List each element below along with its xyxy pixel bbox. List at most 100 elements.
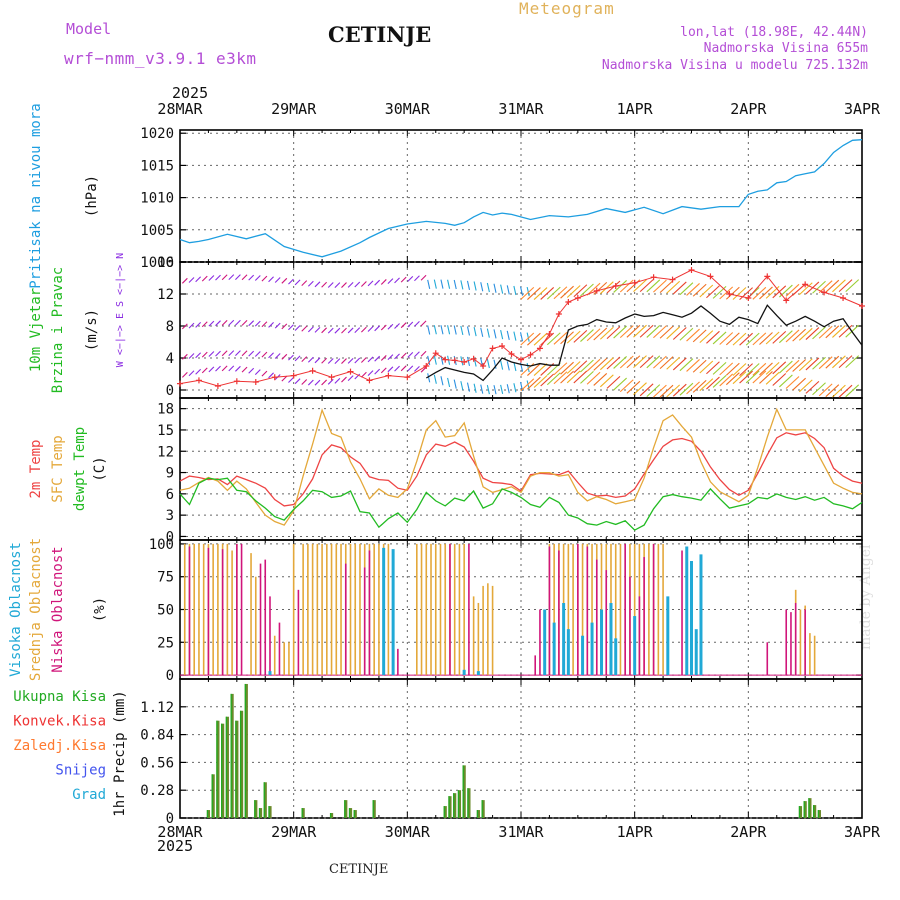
wind-arrow — [327, 378, 334, 385]
wind-arrow — [519, 332, 524, 342]
wind-gust-point — [707, 273, 714, 280]
wind-arrow — [832, 384, 846, 398]
wind-arrow — [347, 357, 354, 364]
wind-arrow — [580, 329, 594, 342]
wind-arrow — [387, 366, 394, 373]
wind-arrow — [181, 323, 188, 330]
x-axis-top-label: 28MAR — [157, 100, 203, 118]
wind-arrow — [792, 328, 807, 342]
precip-bar — [344, 800, 348, 818]
x-axis-top-label: 1APR — [617, 100, 654, 118]
wind-arrow — [500, 284, 504, 294]
temperature-ylabel: (C) — [92, 456, 108, 481]
wind-arrow — [361, 357, 367, 363]
precip-bar — [372, 800, 376, 818]
wind-arrow — [387, 278, 394, 285]
wind-arrow — [798, 282, 813, 296]
wind-arrow — [347, 375, 354, 381]
wind-gust-point — [726, 291, 733, 297]
wind-arrow — [433, 374, 437, 384]
wind-arrow — [420, 274, 427, 281]
wind-arrow — [666, 326, 681, 340]
wind-arrow — [268, 276, 274, 283]
wind-arrow — [354, 327, 361, 333]
wind-arrow — [586, 371, 601, 385]
wind-arrow — [473, 326, 477, 337]
precip-bar-highlight — [235, 720, 237, 818]
wind-arrow — [493, 385, 497, 395]
wind-arrow — [699, 330, 714, 344]
wind-arrow — [354, 373, 361, 380]
wind-arrow — [812, 356, 826, 370]
wind-arrow — [546, 372, 561, 386]
wind-gust-point — [499, 343, 506, 349]
wind-gust-point — [802, 281, 809, 288]
wind-arrow — [181, 277, 188, 284]
wind-arrow — [241, 350, 248, 357]
wind-arrow — [374, 368, 381, 375]
wind-arrow — [659, 356, 674, 370]
wind-arrow — [294, 279, 301, 286]
wind-gust-point — [518, 356, 524, 363]
precip-legend-3: Snijeg — [55, 763, 106, 779]
wind-arrow — [586, 358, 601, 372]
wind-arrow — [294, 355, 301, 362]
precip-ytick-label: 1.12 — [140, 700, 174, 716]
wind-arrow — [307, 326, 314, 333]
cloud-ylabel: Visoka Oblacnost — [8, 542, 24, 677]
wind-arrow — [221, 274, 228, 281]
wind-arrow — [672, 327, 687, 340]
precip-bar-highlight — [301, 808, 303, 818]
wind-arrow — [560, 370, 574, 384]
wind-arrow — [486, 384, 490, 395]
temperature-ylabel: SFC Temp — [50, 435, 66, 502]
wind-arrow — [725, 362, 740, 376]
wind-arrow — [712, 375, 727, 388]
x-axis-top-label: 3APR — [844, 100, 881, 118]
wind-arrow — [818, 280, 833, 294]
wind-gust-point — [366, 377, 373, 384]
wind-arrow — [215, 274, 221, 281]
wind-gust-point — [546, 331, 553, 337]
wind-arrow — [785, 283, 800, 297]
wind-arrow — [785, 359, 800, 373]
precip-bar-highlight — [481, 800, 483, 818]
wind-arrow — [812, 382, 826, 396]
x-axis-top-label: 31MAR — [498, 100, 544, 118]
station-title: CETINJE — [328, 22, 432, 47]
pressure-ytick-label: 1000 — [140, 255, 174, 271]
wind-arrow — [268, 352, 274, 359]
x-axis-bottom-label: 1APR — [617, 823, 654, 841]
wind-arrow — [314, 281, 321, 288]
cloud-ylabel: Srednja Oblacnost — [28, 538, 44, 681]
wind-arrow — [679, 282, 694, 296]
wind-arrow — [281, 375, 288, 382]
wind-arrow — [228, 350, 235, 357]
precip-bar — [443, 806, 447, 818]
wind-arrow — [254, 351, 261, 357]
wind-arrow — [493, 329, 497, 339]
wind-arrow — [500, 330, 504, 340]
wind-arrow — [427, 373, 431, 383]
x-axis-bottom-label: 2APR — [730, 823, 767, 841]
year-bottom: 2025 — [157, 837, 194, 855]
wind-arrow — [845, 279, 860, 293]
wind-arrow — [527, 332, 541, 346]
wind-arrow — [500, 360, 504, 370]
precip-bar-highlight — [329, 813, 332, 818]
precip-bar-highlight — [258, 808, 261, 818]
wind-gust-point — [290, 372, 297, 379]
wind-compass: W <−|−> E S <−|−> N — [115, 253, 126, 367]
wind-arrow — [553, 371, 568, 385]
wind-arrow — [407, 321, 414, 328]
wind-arrow — [553, 362, 568, 376]
precip-legend-1: Konvek.Kisa — [13, 714, 106, 730]
precip-bar-highlight — [230, 693, 232, 818]
wind-arrow — [506, 361, 510, 371]
model-name: wrf−nmm_v3.9.1 e3km — [64, 49, 257, 68]
wind-arrow — [613, 280, 627, 293]
wind-arrow — [195, 321, 202, 328]
wind-gust-point — [593, 287, 600, 294]
wind-arrow — [745, 332, 760, 346]
wind-arrow — [447, 325, 451, 335]
